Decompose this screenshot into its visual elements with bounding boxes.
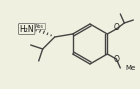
Text: O: O xyxy=(113,56,119,65)
Text: Me: Me xyxy=(125,65,136,71)
Text: Abs: Abs xyxy=(35,23,44,28)
Text: H₂N: H₂N xyxy=(19,24,34,33)
Text: O: O xyxy=(113,23,119,32)
